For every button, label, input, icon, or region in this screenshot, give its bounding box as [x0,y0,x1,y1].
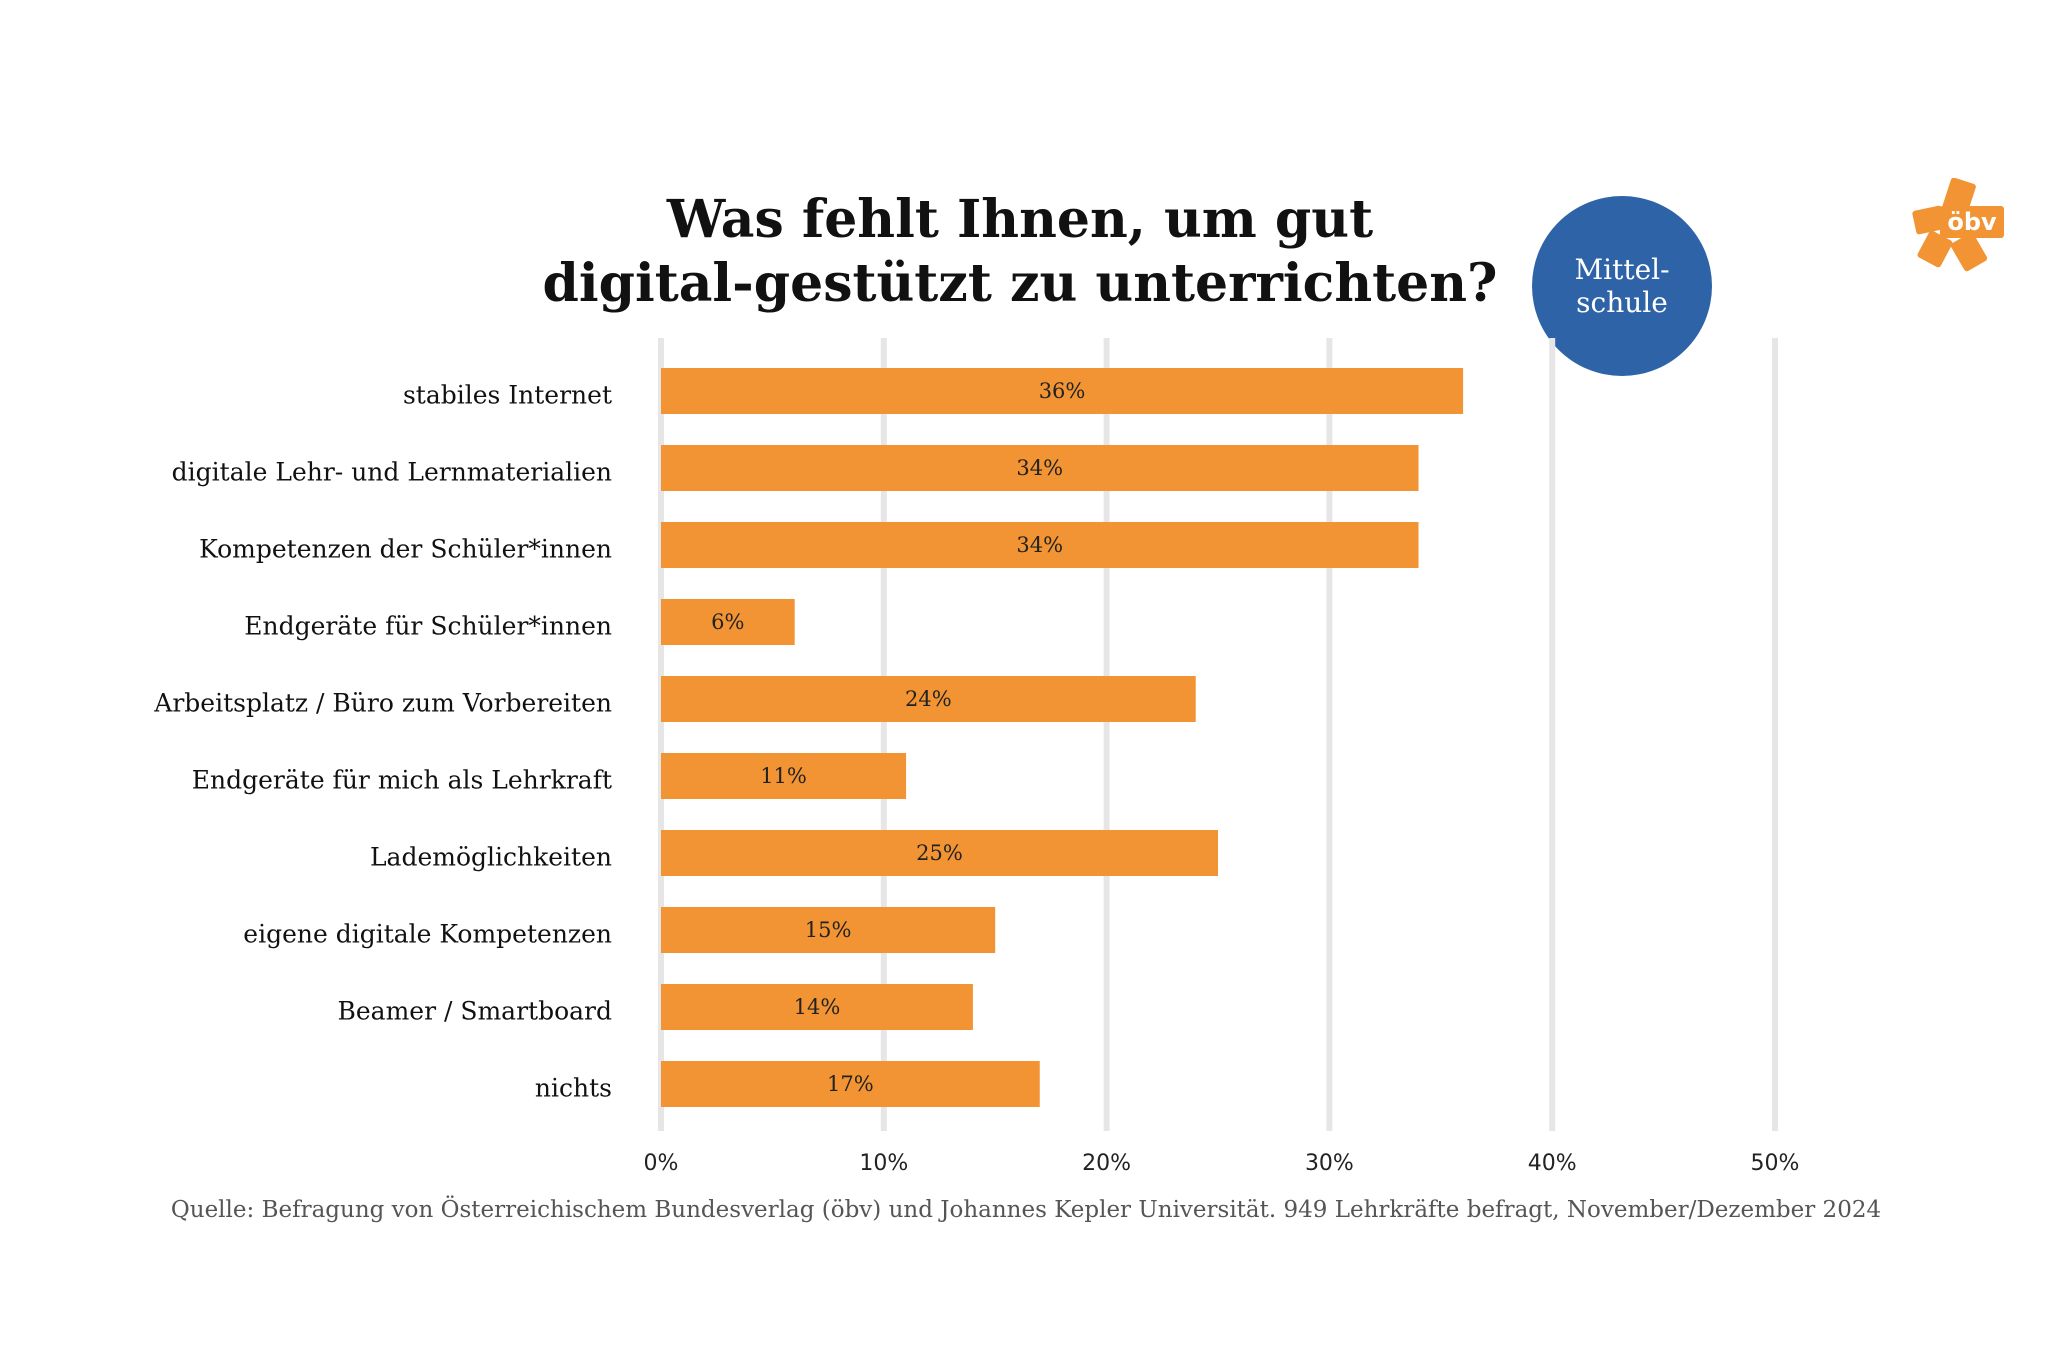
chart-title-line-2: digital-gestützt zu unterrichten? [542,253,1498,314]
bar [661,368,1464,414]
bar [661,676,1196,722]
category-label: Arbeitsplatz / Büro zum Vorbereiten [153,689,612,718]
category-labels: stabiles Internet digitale Lehr- und Lern… [153,381,612,1103]
bars: 36% 34% 34% 6% 24% 11% 25% 15% 14% 17% [661,368,1464,1107]
bar [661,753,907,799]
x-tick-labels: 0% 10% 20% 30% 40% 50% [644,1151,1800,1176]
x-tick-label: 40% [1528,1151,1577,1176]
bar-chart: 36% 34% 34% 6% 24% 11% 25% 15% 14% 17% stabiles I… [153,338,1800,1176]
bar [661,907,996,953]
category-label: stabiles Internet [403,381,612,410]
value-label: 36% [1039,379,1086,403]
category-label: Lademöglichkeiten [370,843,612,872]
category-label: Endgeräte für Schüler*innen [244,612,612,641]
chart-title: Was fehlt Ihnen, um gut digital-gestützt… [520,188,1520,316]
obv-logo: öbv [1912,178,2004,272]
value-label: 6% [711,610,744,634]
bar [661,984,973,1030]
value-label: 25% [916,841,963,865]
source-note: Quelle: Befragung von Österreichischem B… [170,1197,1882,1223]
x-tick-label: 50% [1751,1151,1800,1176]
badge-line-1: Mittel- [1574,253,1670,286]
logo-text: öbv [1947,208,1997,236]
x-tick-label: 30% [1305,1151,1354,1176]
category-label: eigene digitale Kompetenzen [243,920,612,949]
x-tick-label: 0% [644,1151,679,1176]
chart-title-line-1: Was fehlt Ihnen, um gut [666,189,1374,250]
value-label: 11% [760,764,807,788]
school-type-badge: Mittel- schule [1532,196,1712,376]
badge-line-2: schule [1576,286,1668,319]
value-label: 24% [905,687,952,711]
bar [661,599,795,645]
logo-asterisk-icon [1912,178,2004,272]
value-label: 17% [827,1072,874,1096]
bar [661,1061,1040,1107]
value-label: 34% [1016,533,1063,557]
bar [661,522,1419,568]
value-label: 15% [805,918,852,942]
category-label: Endgeräte für mich als Lehrkraft [192,766,612,795]
category-label: digitale Lehr- und Lernmaterialien [172,458,612,487]
value-label: 34% [1016,456,1063,480]
bar [661,830,1218,876]
x-tick-label: 10% [859,1151,908,1176]
x-tick-label: 20% [1082,1151,1131,1176]
category-label: nichts [535,1074,612,1103]
value-label: 14% [794,995,841,1019]
category-label: Beamer / Smartboard [338,997,613,1026]
category-label: Kompetenzen der Schüler*innen [199,535,612,564]
bar [661,445,1419,491]
